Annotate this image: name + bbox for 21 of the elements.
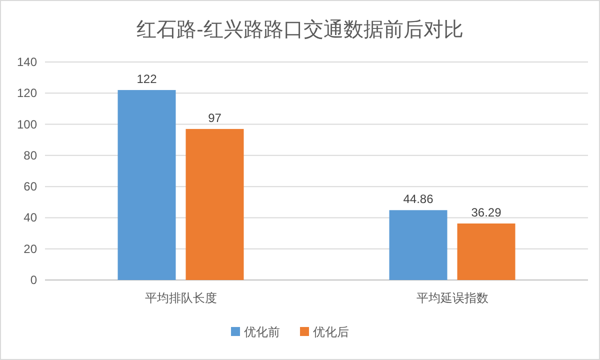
bar [186, 128, 244, 280]
y-tick-label: 80 [24, 148, 38, 162]
x-tick-label: 平均排队长度 [144, 291, 217, 305]
x-tick-label: 平均延误指数 [416, 291, 488, 305]
data-label: 36.29 [471, 205, 502, 220]
legend-label: 优化后 [313, 325, 349, 339]
data-label: 44.86 [403, 192, 434, 206]
legend-label: 优化前 [244, 325, 280, 339]
y-tick-label: 100 [16, 117, 38, 132]
y-tick-label: 0 [30, 273, 38, 287]
y-tick-label: 140 [16, 55, 38, 69]
chart-title: 红石路-红兴路路口交通数据前后对比 [136, 19, 464, 41]
data-label: 97 [208, 110, 222, 125]
bar [118, 90, 176, 280]
data-label: 122 [136, 72, 158, 86]
y-tick-label: 40 [24, 210, 38, 225]
y-tick-label: 120 [16, 86, 38, 100]
y-tick-label: 20 [24, 242, 38, 256]
y-tick-label: 60 [24, 180, 38, 194]
bar [389, 210, 448, 280]
bar [457, 223, 516, 280]
